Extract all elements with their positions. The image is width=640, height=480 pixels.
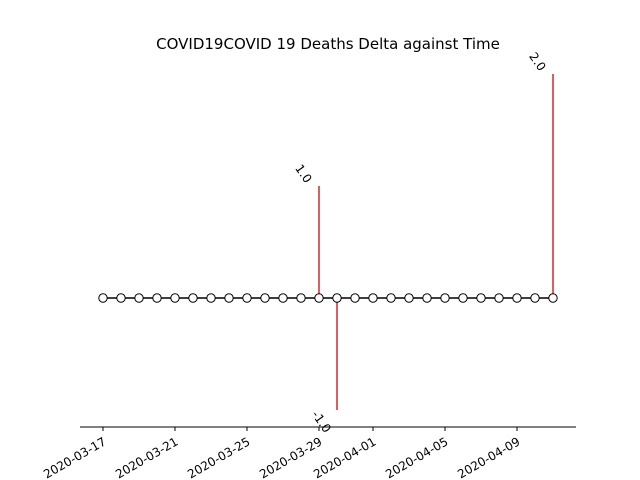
x-tick-label: 2020-03-21 (113, 434, 180, 480)
data-point (494, 293, 504, 303)
x-tick-label: 2020-03-17 (41, 434, 108, 480)
data-point (224, 293, 234, 303)
data-point (296, 293, 306, 303)
data-point (386, 293, 396, 303)
data-point (206, 293, 216, 303)
data-label: 2.0 (526, 50, 548, 74)
data-point (188, 293, 198, 303)
data-point (98, 293, 108, 303)
x-tick-label: 2020-04-05 (383, 434, 450, 480)
data-point (332, 293, 342, 303)
x-tick-label: 2020-03-25 (185, 434, 252, 480)
data-point (422, 293, 432, 303)
data-label: 1.0 (292, 162, 314, 186)
data-point (278, 293, 288, 303)
data-point (458, 293, 468, 303)
data-point (314, 293, 324, 303)
data-point (440, 293, 450, 303)
data-point (476, 293, 486, 303)
x-tick-label: 2020-04-09 (455, 434, 522, 480)
data-point (512, 293, 522, 303)
data-point (242, 293, 252, 303)
data-point (260, 293, 270, 303)
data-point (530, 293, 540, 303)
data-point (404, 293, 414, 303)
chart-title: COVID19COVID 19 Deaths Delta against Tim… (156, 35, 500, 53)
data-point (116, 293, 126, 303)
data-label: -1.0 (309, 408, 334, 435)
data-point (152, 293, 162, 303)
data-point (350, 293, 360, 303)
data-point (170, 293, 180, 303)
data-point (548, 293, 558, 303)
data-point (368, 293, 378, 303)
data-point (134, 293, 144, 303)
